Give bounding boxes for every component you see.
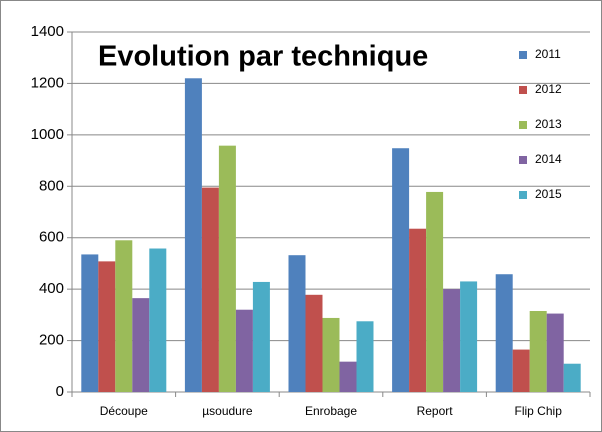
legend-label: 2014 [535, 152, 562, 166]
x-tick-label: Découpe [100, 404, 148, 418]
bar [252, 281, 270, 392]
y-tick-label: 1400 [31, 23, 64, 40]
bar [98, 261, 116, 392]
bar [235, 309, 253, 392]
y-tick-label: 200 [39, 332, 64, 349]
bar [426, 191, 444, 392]
x-tick-label: Enrobage [305, 404, 357, 418]
y-tick-label: 600 [39, 229, 64, 246]
bar [529, 311, 547, 392]
bar [184, 78, 202, 393]
y-tick-label: 0 [56, 383, 64, 400]
legend-swatch [519, 86, 527, 94]
bar [132, 298, 150, 392]
bar [460, 281, 478, 392]
bar [81, 254, 99, 392]
bar [392, 148, 410, 392]
legend-label: 2011 [535, 47, 561, 61]
x-tick-label: µsoudure [202, 404, 253, 418]
legend-swatch [519, 156, 527, 164]
bar [443, 289, 461, 392]
x-tick-label: Flip Chip [515, 404, 563, 418]
bar [115, 240, 133, 392]
bar [546, 313, 564, 392]
bar [201, 187, 219, 392]
y-tick-label: 800 [39, 177, 64, 194]
y-tick-label: 1000 [31, 126, 64, 143]
legend-swatch [519, 121, 527, 129]
x-tick-label: Report [417, 404, 454, 418]
legend-swatch [519, 51, 527, 59]
bar [512, 349, 530, 392]
legend-label: 2013 [535, 117, 562, 131]
bar [563, 363, 581, 392]
chart-title: Evolution par technique [98, 41, 428, 73]
bar [356, 321, 374, 392]
bar [305, 294, 323, 392]
bar [288, 255, 306, 392]
y-tick-label: 400 [39, 280, 64, 297]
bar [218, 145, 236, 392]
bar [409, 228, 427, 392]
bar [149, 248, 167, 392]
legend-label: 2012 [535, 82, 562, 96]
legend-label: 2015 [535, 187, 562, 201]
y-tick-label: 1200 [31, 74, 64, 91]
legend-swatch [519, 191, 527, 199]
bar [339, 361, 357, 392]
bar [322, 317, 340, 392]
bar [495, 274, 513, 392]
